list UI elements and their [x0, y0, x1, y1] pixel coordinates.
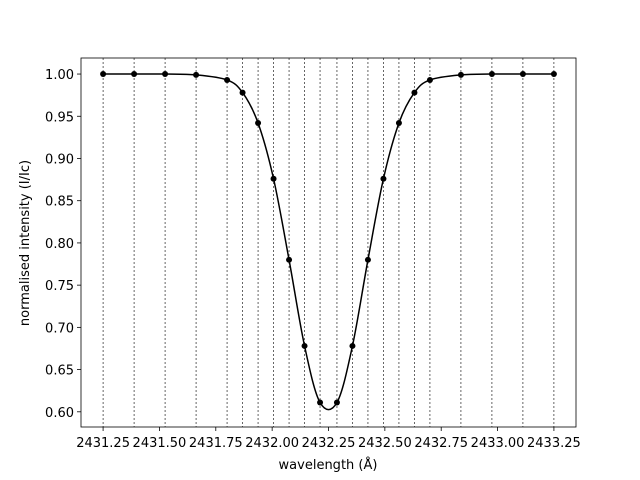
marker	[457, 71, 464, 78]
marker	[550, 71, 557, 78]
x-tick-label: 2431.50	[133, 436, 187, 451]
y-tick-label: 0.80	[45, 237, 74, 252]
marker	[364, 256, 371, 263]
y-tick-label: 0.85	[45, 195, 74, 210]
marker	[193, 71, 200, 78]
y-tick-label: 0.70	[45, 321, 74, 336]
marker	[270, 175, 277, 182]
x-tick-label: 2433.25	[527, 436, 581, 451]
y-tick-label: 0.75	[45, 279, 74, 294]
marker	[131, 71, 138, 78]
marker	[286, 256, 293, 263]
marker	[301, 342, 308, 349]
marker	[162, 71, 169, 78]
marker	[349, 342, 356, 349]
y-tick-label: 0.90	[45, 152, 74, 167]
marker	[395, 120, 402, 127]
y-tick-label: 1.00	[45, 68, 74, 83]
marker	[333, 399, 340, 406]
marker	[224, 76, 231, 83]
line	[103, 73, 554, 411]
y-axis-label: normalised intensity (I/Ic)	[18, 160, 33, 326]
marker	[239, 89, 246, 96]
x-tick-label: 2432.25	[302, 436, 356, 451]
marker	[317, 399, 324, 406]
x-tick-label: 2432.00	[245, 436, 299, 451]
y-tick-label: 0.65	[45, 364, 74, 379]
x-tick-label: 2432.75	[414, 436, 468, 451]
plot-frame	[80, 57, 577, 428]
x-tick-label: 2432.50	[358, 436, 412, 451]
x-tick-label: 2431.75	[189, 436, 243, 451]
marker	[411, 89, 418, 96]
x-axis-label: wavelength (Å)	[279, 457, 378, 473]
y-tick-label: 0.95	[45, 110, 74, 125]
marker	[426, 76, 433, 83]
marker	[519, 71, 526, 78]
y-tick-label: 0.60	[45, 406, 74, 421]
marker	[255, 120, 262, 127]
x-tick-label: 2431.25	[76, 436, 130, 451]
marker	[100, 71, 107, 78]
x-tick-label: 2433.00	[471, 436, 525, 451]
marker	[380, 175, 387, 182]
marker	[488, 71, 495, 78]
